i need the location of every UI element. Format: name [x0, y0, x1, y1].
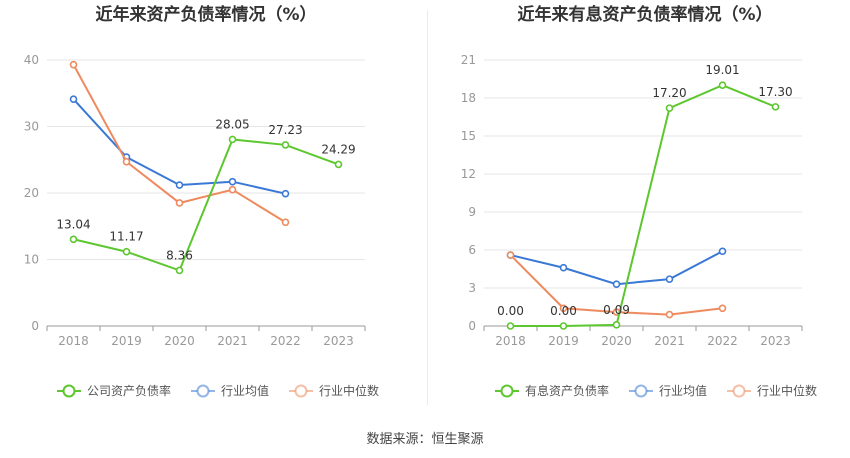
y-tick-label: 12	[461, 167, 476, 181]
data-point	[175, 181, 184, 189]
x-tick-label: 2019	[111, 334, 142, 348]
data-point	[665, 275, 674, 283]
y-tick-label: 6	[468, 243, 476, 257]
x-tick-label: 2021	[654, 334, 685, 348]
data-point	[281, 141, 290, 149]
legend-marker	[294, 384, 308, 398]
data-label: 24.29	[321, 142, 355, 156]
chart-divider	[427, 10, 428, 405]
y-tick-label: 40	[24, 53, 39, 67]
legend-item-label: 行业均值	[659, 383, 707, 398]
data-label: 0.00	[550, 304, 577, 318]
data-point	[718, 247, 727, 256]
data-point	[281, 189, 290, 198]
data-point	[122, 247, 131, 256]
series-line-0	[510, 84, 776, 327]
y-tick-label: 20	[24, 186, 39, 200]
data-point	[69, 235, 78, 244]
y-tick-label: 21	[461, 53, 476, 67]
legend-item-label: 行业中位数	[319, 383, 379, 398]
series-line-1	[510, 250, 723, 286]
x-tick-label: 2022	[270, 334, 301, 348]
data-label: 28.05	[215, 117, 249, 131]
data-point	[175, 266, 184, 275]
x-tick-label: 2020	[601, 334, 632, 348]
series-line-1	[72, 98, 286, 195]
data-point	[771, 103, 780, 111]
x-tick-label: 2022	[707, 334, 738, 348]
data-point	[718, 304, 727, 313]
data-point	[612, 321, 621, 329]
data-point	[612, 280, 621, 289]
data-point	[122, 157, 131, 166]
data-point	[665, 310, 674, 319]
y-tick-label: 0	[31, 319, 39, 333]
data-point	[228, 185, 237, 194]
y-tick-label: 9	[468, 205, 476, 219]
data-point	[559, 263, 568, 272]
data-point	[228, 177, 237, 186]
y-tick-label: 3	[468, 281, 476, 295]
legend-item-label: 行业中位数	[757, 383, 817, 398]
legend-item-label: 有息资产负债率	[525, 383, 609, 398]
x-tick-label: 2023	[760, 334, 791, 348]
data-point	[334, 160, 343, 169]
y-tick-label: 18	[461, 91, 476, 105]
data-source: 数据来源：恒生聚源	[0, 428, 850, 447]
x-tick-label: 2020	[164, 334, 195, 348]
data-point	[228, 135, 237, 144]
y-tick-label: 0	[468, 319, 476, 333]
data-label: 19.01	[705, 63, 739, 77]
chart-interest-debt-ratio: 近年来有息资产负债率情况（%） 0 3 6 9 12 15 18 21 2018 2019 2020 2…	[461, 4, 817, 398]
data-label: 13.04	[56, 217, 90, 231]
data-point	[559, 322, 568, 330]
data-point	[175, 199, 184, 207]
x-tick-label: 2019	[548, 334, 579, 348]
x-tick-label: 2018	[58, 334, 89, 348]
data-label: 17.20	[652, 86, 686, 100]
legend-item-label: 公司资产负债率	[87, 383, 171, 398]
legend-marker	[500, 384, 514, 398]
chart-title: 近年来资产负债率情况（%）	[95, 4, 316, 25]
series-line-2	[72, 64, 287, 224]
data-point	[281, 218, 290, 227]
series-line-0	[73, 138, 339, 272]
chart-title: 近年来有息资产负债率情况（%）	[517, 4, 772, 25]
data-label: 17.30	[758, 85, 792, 99]
data-point	[69, 95, 78, 104]
data-label: 8.36	[166, 248, 193, 262]
data-point	[506, 251, 515, 259]
chart-debt-ratio: 近年来资产负债率情况（%） 0 10 20 30 40 2018 2019 2020 2021 20…	[24, 4, 379, 398]
legend-marker	[196, 384, 210, 398]
y-tick-label: 15	[461, 129, 476, 143]
legend-marker	[732, 384, 746, 398]
data-label: 0.00	[497, 304, 524, 318]
y-tick-label: 30	[24, 120, 39, 134]
data-point	[506, 322, 515, 330]
data-point	[559, 304, 568, 313]
data-source-value: 恒生聚源	[431, 432, 484, 447]
x-tick-label: 2023	[323, 334, 354, 348]
x-tick-label: 2018	[495, 334, 526, 348]
data-source-label: 数据来源：	[366, 432, 432, 447]
data-label: 11.17	[109, 230, 143, 244]
y-tick-label: 10	[24, 253, 39, 267]
legend-marker	[634, 384, 648, 398]
data-point	[69, 60, 78, 69]
legend-item-label: 行业均值	[221, 383, 269, 398]
x-tick-label: 2021	[217, 334, 248, 348]
data-label: 0.09	[603, 303, 630, 317]
legend-marker	[62, 384, 76, 398]
data-label: 27.23	[268, 123, 302, 137]
data-point	[665, 104, 674, 112]
data-point	[718, 81, 727, 90]
